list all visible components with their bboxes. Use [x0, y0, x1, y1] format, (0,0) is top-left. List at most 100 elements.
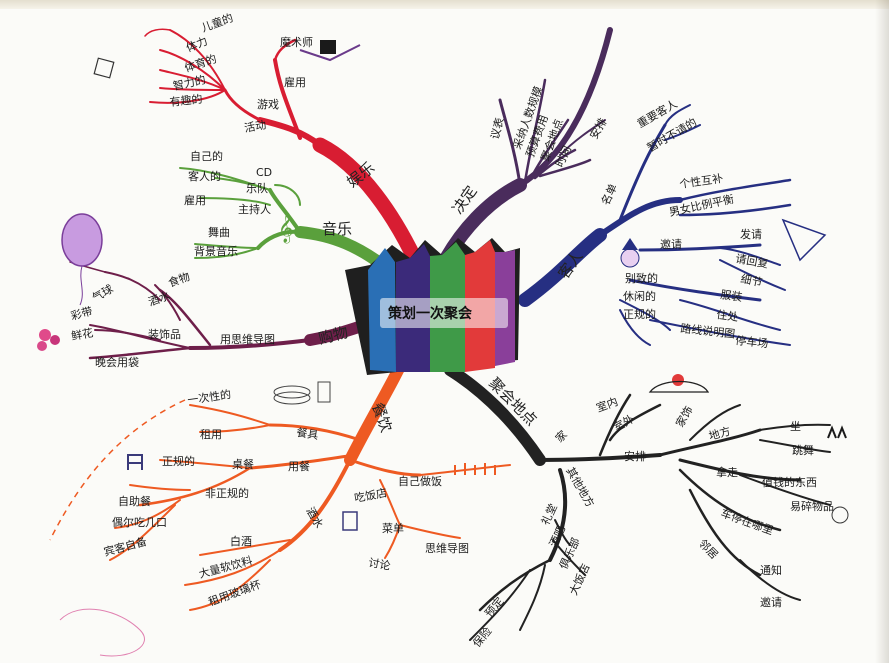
node-game-fun: 有趣的	[169, 92, 203, 109]
node-didian-insurance: 保险	[470, 624, 495, 650]
central-crown: 策划一次聚会	[345, 238, 520, 375]
node-keren-complement: 个性互补	[678, 171, 724, 191]
node-game-sport: 体育的	[183, 51, 219, 75]
branch-canyin	[109, 339, 511, 611]
node-didian-invite: 邀请	[760, 595, 782, 609]
scan-top-edge	[0, 0, 889, 9]
node-didian-indoor: 室内	[594, 394, 619, 415]
node-game-mind: 智力的	[172, 72, 207, 93]
magician-icon	[299, 40, 361, 62]
node-canyin-formal: 正规的	[162, 454, 195, 468]
node-game-kids: 儿童的	[199, 10, 235, 34]
cat-icon	[831, 506, 849, 524]
node-canyin-mindmap: 思维导图	[425, 542, 469, 555]
candles-icon	[454, 463, 496, 475]
node-gouwu-deco: 装饰品	[148, 327, 181, 341]
node-canyin-buffet: 自助餐	[118, 494, 151, 508]
node-didian-home: 家	[552, 427, 570, 445]
node-canyin-potluck: 宾客自备	[102, 534, 148, 559]
node-yule-magician: 魔术师	[280, 35, 313, 49]
node-canyin-glasses: 租用玻璃杯	[206, 577, 262, 609]
node-yinyue-host: 主持人	[238, 202, 271, 216]
dashed-link-canyin	[49, 399, 186, 541]
node-didian-valuables: 值钱的东西	[762, 475, 817, 489]
node-canyin-cook: 自己做饭	[398, 474, 442, 488]
node-keren-dress: 服装	[720, 288, 744, 304]
label-yinyue: 音乐	[322, 220, 352, 238]
node-keren-lodging: 住处	[716, 307, 740, 324]
balloon-icon	[61, 213, 103, 306]
node-jueding-agenda: 议表	[487, 116, 506, 141]
node-jueding-arrange: 安排	[586, 115, 609, 141]
node-canyin-menu: 菜单	[382, 522, 404, 535]
node-didian-arrange: 安排	[624, 449, 646, 463]
node-didian-fragile: 易碎物品	[790, 499, 834, 513]
node-yinyue-hire: 雇用	[184, 193, 206, 207]
node-didian-sit: 坐	[790, 420, 801, 433]
chair-icon	[127, 454, 143, 470]
node-keren-parking: 停车场	[735, 333, 769, 350]
node-yinyue-band: 乐队	[246, 181, 268, 195]
node-yinyue-guest: 客人的	[188, 169, 221, 183]
node-yule-hire: 雇用	[284, 75, 306, 89]
node-canyin-restaurant: 吃饭店	[353, 485, 388, 505]
plates-icon	[273, 381, 331, 405]
clown-icon	[620, 238, 640, 268]
node-didian-neighbors: 邻居	[696, 537, 721, 562]
menu-card-icon	[342, 511, 358, 531]
node-didian-place: 地方	[707, 424, 732, 443]
sun-cloud-icon	[648, 374, 710, 393]
node-gouwu-flowers: 鲜花	[70, 325, 94, 343]
flowers-icon	[37, 329, 60, 351]
branch-didian	[444, 364, 831, 641]
node-didian-parking: 车停在哪里	[719, 506, 775, 538]
node-keren-reply: 请回复	[734, 251, 769, 271]
dancers-icon	[827, 425, 847, 439]
node-canyin-snack: 偶尔吃几口	[112, 516, 167, 529]
scan-right-edge	[875, 0, 889, 663]
node-keren-formal: 正规的	[623, 307, 656, 321]
node-yinyue-own: 自己的	[190, 149, 223, 163]
central-title: 策划一次聚会	[387, 305, 473, 322]
node-gouwu-ribbon: 彩带	[69, 305, 94, 323]
node-canyin-disposable: 一次性的	[186, 387, 232, 407]
node-canyin-table: 桌餐	[232, 457, 254, 471]
node-gouwu-bags: 晚会用袋	[95, 355, 139, 369]
node-didian-decor: 家饰	[672, 403, 695, 429]
node-keren-vip: 重要客人	[635, 96, 680, 130]
node-keren-details: 细节	[739, 272, 763, 289]
node-didian-notify: 通知	[760, 563, 782, 577]
node-gouwu-balloon: 气球	[90, 281, 116, 304]
node-canyin-rent: 租用	[200, 428, 222, 441]
node-didian-reserve: 预定	[482, 594, 507, 620]
node-didian-takeaway: 拿走	[716, 465, 738, 479]
node-keren-casual: 休闲的	[623, 289, 656, 303]
node-didian-other: 其他地方	[563, 465, 597, 510]
dice-icon	[93, 57, 115, 79]
lace-scribble	[59, 608, 145, 657]
node-yule-activity: 活动	[243, 118, 267, 135]
node-keren-send: 发请	[740, 227, 762, 241]
node-keren-unique: 别致的	[625, 271, 658, 285]
music-clef-icon: 𝄞	[278, 212, 293, 244]
node-canyin-liquor: 白酒	[230, 534, 252, 548]
node-keren-invite: 邀请	[660, 237, 682, 251]
branch-yule	[144, 28, 428, 278]
node-yinyue-bgm: 背景音乐	[194, 244, 238, 258]
branch-keren	[518, 104, 792, 346]
label-gouwu: 购物	[317, 323, 350, 348]
node-gouwu-mindmap: 用思维导图	[220, 333, 275, 346]
node-yule-game: 游戏	[257, 98, 279, 111]
node-keren-map: 路线说明图	[680, 321, 736, 341]
node-game-strength: 体力	[184, 34, 210, 55]
node-yinyue-dance: 舞曲	[208, 226, 230, 239]
node-canyin-discuss: 讨论	[367, 555, 391, 573]
node-canyin-tableware: 餐具	[296, 425, 320, 442]
node-canyin-dining: 用餐	[288, 459, 310, 473]
node-didian-outdoor: 室外	[611, 411, 637, 434]
node-gouwu-food: 食物	[166, 269, 191, 290]
title-backdrop	[380, 298, 508, 328]
node-didian-dance: 跳舞	[792, 443, 814, 457]
invitation-icon	[781, 218, 827, 262]
